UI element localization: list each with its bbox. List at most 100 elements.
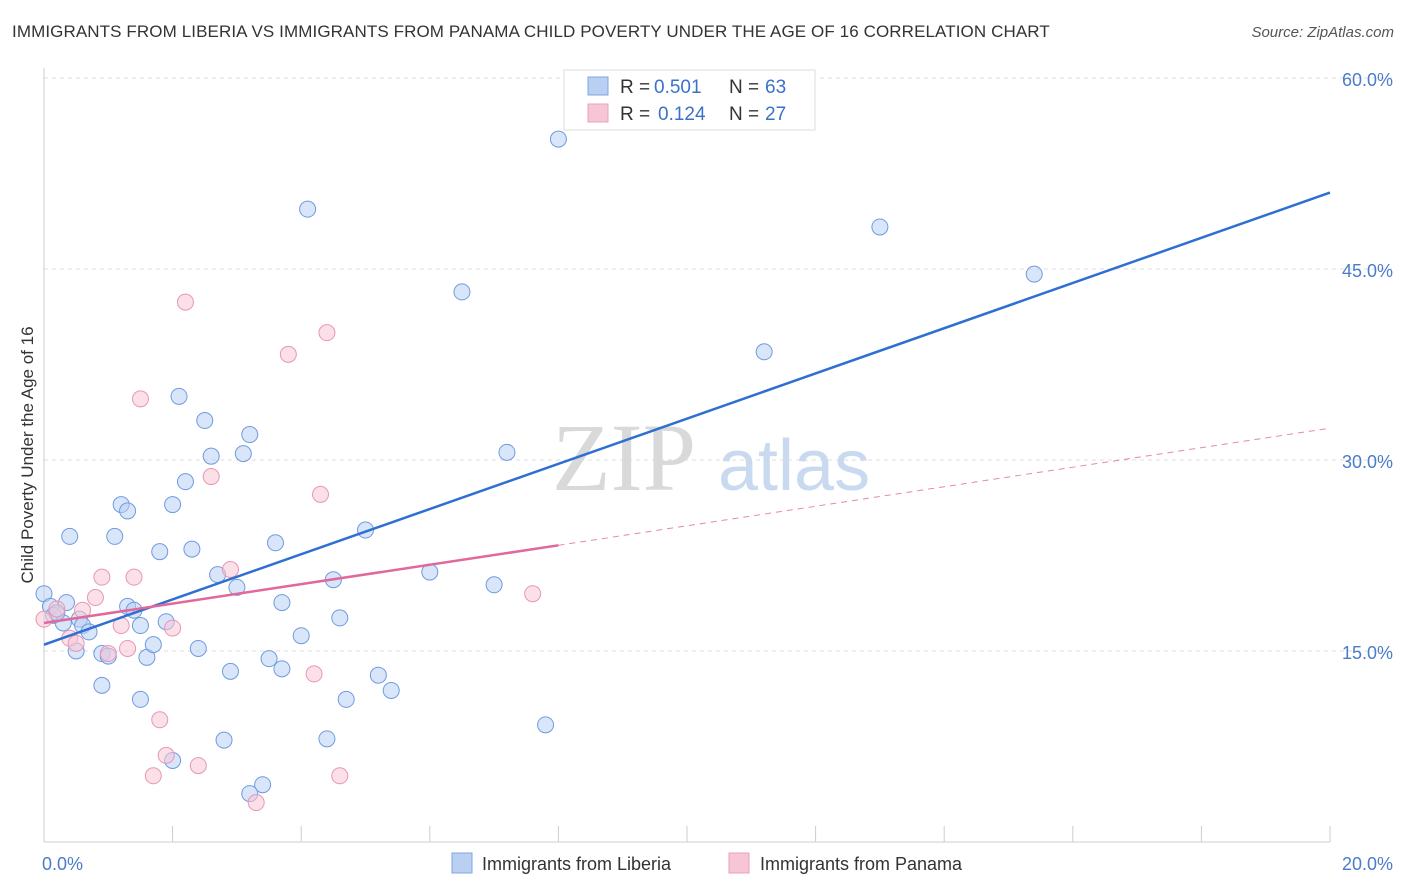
data-point-liberia bbox=[453, 283, 471, 301]
data-point-liberia bbox=[318, 730, 336, 748]
bottom-legend-swatch-liberia bbox=[451, 852, 473, 874]
bottom-legend-swatch-panama bbox=[728, 852, 750, 874]
data-point-liberia bbox=[234, 445, 252, 463]
data-point-liberia bbox=[369, 666, 387, 684]
data-point-liberia bbox=[93, 676, 111, 694]
x-tick-label: 20.0% bbox=[1342, 854, 1393, 874]
data-point-liberia bbox=[170, 387, 188, 405]
data-point-liberia bbox=[241, 426, 259, 444]
data-point-liberia bbox=[215, 731, 233, 749]
data-point-panama bbox=[189, 757, 207, 775]
data-point-liberia bbox=[266, 534, 284, 552]
legend-n-label-liberia: N = bbox=[729, 77, 759, 98]
data-point-liberia bbox=[131, 690, 149, 708]
data-point-liberia bbox=[292, 627, 310, 645]
legend-n-value-panama: 27 bbox=[765, 104, 786, 125]
data-point-liberia bbox=[176, 473, 194, 491]
data-point-liberia bbox=[755, 343, 773, 361]
data-point-panama bbox=[119, 639, 137, 657]
data-point-panama bbox=[247, 794, 265, 812]
y-tick-label: 45.0% bbox=[1342, 261, 1393, 281]
data-point-liberia bbox=[260, 650, 278, 668]
axes bbox=[43, 68, 1331, 843]
legend-swatch-panama bbox=[587, 103, 609, 123]
data-point-liberia bbox=[144, 636, 162, 654]
trend-line-liberia bbox=[43, 191, 1331, 646]
data-point-panama bbox=[131, 390, 149, 408]
legend-r-label-liberia: R = bbox=[620, 77, 650, 98]
data-point-panama bbox=[331, 767, 349, 785]
data-point-liberia bbox=[228, 578, 246, 596]
grid-lines bbox=[44, 77, 1394, 652]
legend-r-value-liberia: 0.501 bbox=[654, 77, 702, 98]
x-tick-label: 0.0% bbox=[42, 854, 83, 874]
data-point-panama bbox=[157, 746, 175, 764]
data-point-liberia bbox=[119, 502, 137, 520]
data-point-liberia bbox=[871, 218, 889, 236]
data-point-liberia bbox=[382, 681, 400, 699]
data-point-panama bbox=[202, 468, 220, 486]
watermark: ZIP atlas bbox=[552, 404, 870, 511]
x-tick-labels: 0.0% 20.0% bbox=[42, 854, 1393, 874]
bottom-legend-label-liberia: Immigrants from Liberia bbox=[482, 854, 672, 874]
data-point-panama bbox=[125, 568, 143, 586]
data-point-liberia bbox=[337, 690, 355, 708]
data-point-liberia bbox=[254, 776, 272, 794]
trend-line-panama-extended bbox=[558, 427, 1331, 546]
data-point-panama bbox=[524, 585, 542, 603]
series-legend: Immigrants from Liberia Immigrants from … bbox=[451, 852, 963, 874]
y-tick-labels: 15.0% 30.0% 45.0% 60.0% bbox=[1342, 70, 1393, 663]
data-point-liberia bbox=[183, 540, 201, 558]
data-point-liberia bbox=[151, 543, 169, 561]
legend-r-label-panama: R = bbox=[620, 104, 650, 125]
data-point-liberia bbox=[196, 412, 214, 430]
data-point-panama bbox=[35, 610, 53, 628]
data-point-panama bbox=[151, 711, 169, 729]
legend-n-label-panama: N = bbox=[729, 104, 759, 125]
data-point-liberia bbox=[164, 496, 182, 514]
legend-n-value-liberia: 63 bbox=[765, 77, 786, 98]
data-point-panama bbox=[279, 345, 297, 363]
y-axis-label: Child Poverty Under the Age of 16 bbox=[18, 326, 37, 583]
data-point-liberia bbox=[273, 660, 291, 678]
data-point-liberia bbox=[189, 639, 207, 657]
data-point-panama bbox=[318, 324, 336, 342]
y-tick-label: 15.0% bbox=[1342, 643, 1393, 663]
data-point-panama bbox=[99, 645, 117, 663]
data-point-liberia bbox=[221, 662, 239, 680]
series-liberia-points bbox=[35, 130, 1043, 803]
data-point-panama bbox=[221, 561, 239, 579]
data-point-panama bbox=[93, 568, 111, 586]
data-point-liberia bbox=[485, 576, 503, 594]
trend-lines bbox=[43, 191, 1331, 646]
data-point-liberia bbox=[106, 527, 124, 545]
chart-title: IMMIGRANTS FROM LIBERIA VS IMMIGRANTS FR… bbox=[12, 22, 1050, 41]
data-point-liberia bbox=[299, 200, 317, 218]
data-point-panama bbox=[86, 589, 104, 607]
data-point-liberia bbox=[273, 594, 291, 612]
source-credit: Source: ZipAtlas.com bbox=[1251, 24, 1394, 41]
legend-r-value-panama: 0.124 bbox=[658, 104, 706, 125]
y-tick-label: 60.0% bbox=[1342, 70, 1393, 90]
trend-line-panama bbox=[43, 544, 559, 625]
y-tick-label: 30.0% bbox=[1342, 452, 1393, 472]
data-point-panama bbox=[311, 485, 329, 503]
data-point-panama bbox=[144, 767, 162, 785]
data-point-panama bbox=[67, 634, 85, 652]
data-point-liberia bbox=[537, 716, 555, 734]
data-point-liberia bbox=[131, 617, 149, 635]
data-point-liberia bbox=[498, 443, 516, 461]
correlation-legend: R = 0.501 N = 63 R = 0.124 N = 27 bbox=[563, 69, 816, 131]
bottom-legend-label-panama: Immigrants from Panama bbox=[760, 854, 963, 874]
watermark-atlas: atlas bbox=[718, 426, 870, 506]
data-point-liberia bbox=[61, 527, 79, 545]
series-panama-points bbox=[35, 293, 542, 812]
legend-swatch-liberia bbox=[587, 76, 609, 96]
data-point-panama bbox=[164, 619, 182, 637]
data-point-liberia bbox=[549, 130, 567, 148]
data-point-panama bbox=[48, 600, 66, 618]
data-point-panama bbox=[305, 665, 323, 683]
data-point-liberia bbox=[202, 447, 220, 465]
data-point-panama bbox=[176, 293, 194, 311]
